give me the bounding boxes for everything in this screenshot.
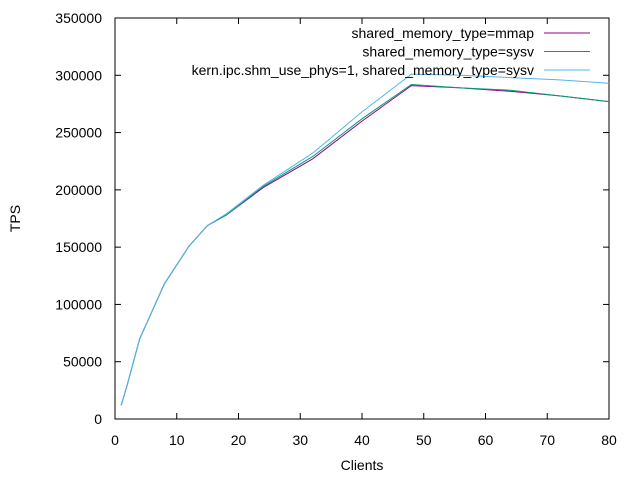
plot-frame [114,17,610,420]
plot-area [114,17,610,420]
legend-label: shared_memory_type=mmap [352,25,535,41]
x-tick-label: 50 [416,432,432,448]
x-axis-label: Clients [341,457,384,473]
y-tick-label: 350000 [55,10,102,26]
y-tick-label: 250000 [55,125,102,141]
x-tick-label: 60 [478,432,494,448]
y-tick-label: 0 [94,411,102,427]
y-tick-label: 300000 [55,67,102,83]
series-layer [120,73,610,406]
x-tick-label: 20 [231,432,247,448]
ticks-layer: 0 10 20 30 40 50 60 70 80 0 50000 100000 150000 20000… [55,10,617,448]
legend-label: shared_memory_type=sysv [362,44,534,60]
x-tick-label: 40 [354,432,370,448]
x-tick-label: 10 [169,432,185,448]
y-tick-label: 200000 [55,182,102,198]
series-line-2 [120,83,610,406]
y-tick-label: 100000 [55,296,102,312]
x-tick-label: 0 [111,432,119,448]
series-line-1 [120,85,610,406]
x-tick-label: 80 [601,432,617,448]
y-tick-label: 150000 [55,239,102,255]
legend: shared_memory_type=mmap shared_memory_typ… [192,25,590,78]
x-tick-label: 70 [539,432,555,448]
y-tick-label: 50000 [63,354,102,370]
x-tick-label: 30 [292,432,308,448]
series-line-3 [120,73,610,406]
legend-label: kern.ipc.shm_use_phys=1, shared_memory_t… [192,62,534,78]
y-axis-label: TPS [7,205,23,232]
